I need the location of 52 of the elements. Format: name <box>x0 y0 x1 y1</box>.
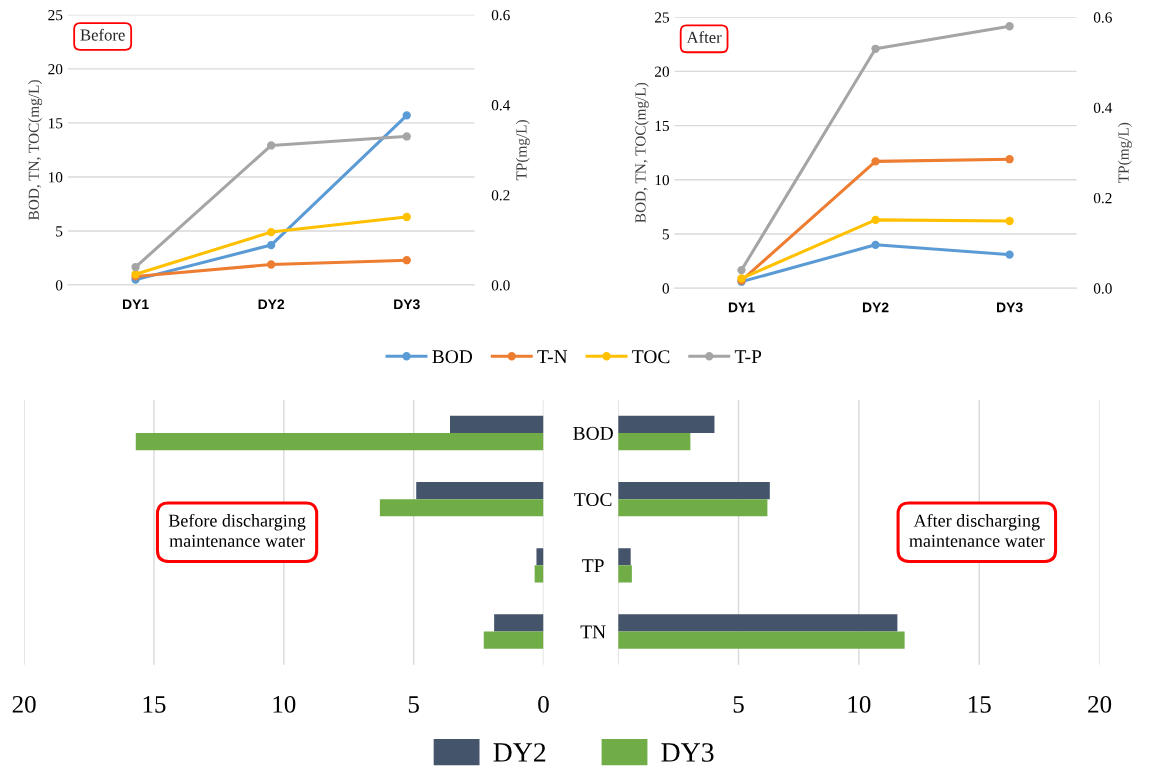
y-tick-label: 10 <box>49 172 63 183</box>
x-tick-label: 20 <box>1088 695 1112 713</box>
y-tick-label: TOC <box>574 493 612 507</box>
y-tick-label: 25 <box>48 10 63 21</box>
y-tick-label: 25 <box>654 12 670 23</box>
y2-tick-label: 0.4 <box>491 100 511 111</box>
x-tick-label: DY3 <box>997 302 1023 313</box>
y-tick-label: 20 <box>48 64 63 75</box>
x-tick-label: 10 <box>273 695 296 713</box>
y-tick-label: 10 <box>655 174 670 186</box>
y2-tick-label: 0.0 <box>491 280 510 291</box>
y-tick-label: TP <box>582 559 604 573</box>
x-tick-label: DY2 <box>258 299 285 310</box>
legend-label: T-P <box>734 350 762 364</box>
x-tick-label: 15 <box>968 696 991 713</box>
y2-axis-title: TP(mg/L) <box>515 120 530 181</box>
x-tick-label: 15 <box>143 696 166 713</box>
y-tick-label: BOD <box>573 426 613 440</box>
y2-tick-label: 0.0 <box>1093 283 1112 294</box>
legend-label: T-N <box>537 350 568 364</box>
y2-tick-label: 0.6 <box>491 9 510 21</box>
x-tick-label: 20 <box>12 695 36 713</box>
y-tick-label: TN <box>580 625 606 639</box>
annotation: After discharging maintenance water <box>909 513 1045 547</box>
legend-label: DY2 <box>493 743 546 762</box>
y2-tick-label: 0.4 <box>1093 102 1113 114</box>
y-tick-label: 0 <box>662 283 670 294</box>
x-tick-label: 5 <box>408 696 419 713</box>
y-axis-title: BOD, TN, TOC(mg/L) <box>28 80 43 220</box>
x-tick-label: 10 <box>848 695 871 713</box>
y-tick-label: 0 <box>55 280 63 291</box>
y-tick-label: 20 <box>654 66 670 77</box>
x-tick-label: DY3 <box>394 299 420 310</box>
y2-tick-label: 0.6 <box>1093 12 1112 23</box>
y-tick-label: 15 <box>49 118 63 129</box>
legend-label: DY3 <box>661 743 714 762</box>
x-tick-label: DY2 <box>862 302 889 313</box>
legend-label: BOD <box>432 350 473 364</box>
annotation: Before <box>80 28 125 41</box>
y-axis-title: BOD, TN, TOC(mg/L) <box>634 82 649 223</box>
y2-tick-label: 0.2 <box>1093 192 1112 204</box>
annotation: After <box>686 31 722 44</box>
x-tick-label: 0 <box>538 695 549 713</box>
y-tick-label: 5 <box>662 229 670 240</box>
x-tick-label: DY1 <box>123 299 149 310</box>
y-tick-label: 15 <box>655 120 670 132</box>
x-tick-label: DY1 <box>728 302 755 313</box>
x-tick-label: 5 <box>733 696 744 713</box>
y-tick-label: 5 <box>56 226 63 237</box>
y2-tick-label: 0.2 <box>491 190 510 201</box>
annotation: Before discharging maintenance water <box>168 513 306 547</box>
y2-axis-title: TP(mg/L) <box>1117 122 1132 183</box>
